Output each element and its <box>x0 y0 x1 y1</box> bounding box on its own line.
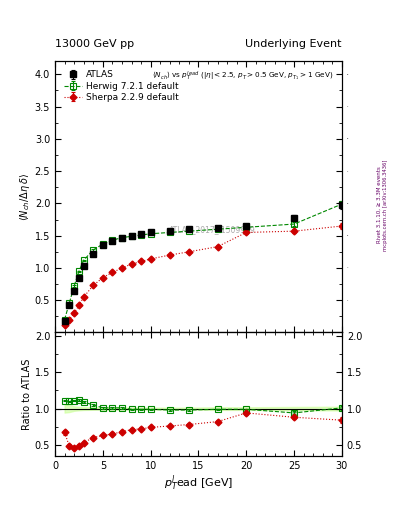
X-axis label: $p_T^l$ead [GeV]: $p_T^l$ead [GeV] <box>164 473 233 493</box>
Text: ATLAS_2017_I1509919: ATLAS_2017_I1509919 <box>169 225 256 234</box>
Text: Rivet 3.1.10, ≥ 3.3M events: Rivet 3.1.10, ≥ 3.3M events <box>377 166 382 243</box>
Text: 13000 GeV pp: 13000 GeV pp <box>55 38 134 49</box>
Text: Underlying Event: Underlying Event <box>245 38 342 49</box>
Text: $\langle N_{ch}\rangle$ vs $p_T^{lead}$ ($|\eta|<2.5$, $p_T>0.5$ GeV, $p_{T_1}>1: $\langle N_{ch}\rangle$ vs $p_T^{lead}$ … <box>152 70 333 83</box>
Text: mcplots.cern.ch [arXiv:1306.3436]: mcplots.cern.ch [arXiv:1306.3436] <box>383 159 387 250</box>
Y-axis label: $\langle N_{ch}/\Delta\eta\,\delta\rangle$: $\langle N_{ch}/\Delta\eta\,\delta\rangl… <box>18 173 32 221</box>
Legend: ATLAS, Herwig 7.2.1 default, Sherpa 2.2.9 default: ATLAS, Herwig 7.2.1 default, Sherpa 2.2.… <box>62 69 180 104</box>
Y-axis label: Ratio to ATLAS: Ratio to ATLAS <box>22 358 32 430</box>
